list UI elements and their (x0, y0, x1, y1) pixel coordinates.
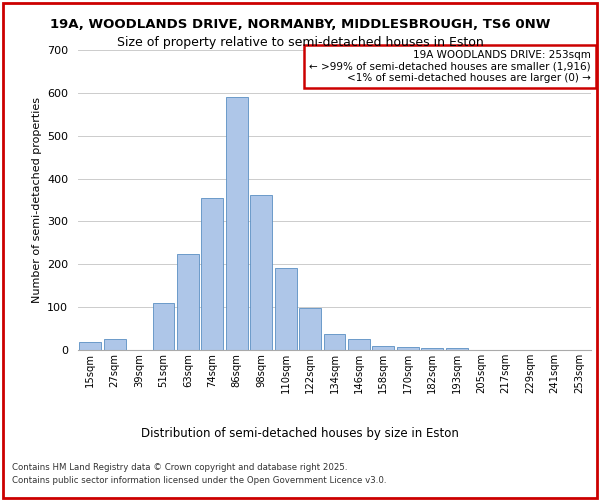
Text: Contains public sector information licensed under the Open Government Licence v3: Contains public sector information licen… (12, 476, 386, 485)
Text: 19A WOODLANDS DRIVE: 253sqm
← >99% of semi-detached houses are smaller (1,916)
<: 19A WOODLANDS DRIVE: 253sqm ← >99% of se… (310, 50, 591, 83)
Text: Contains HM Land Registry data © Crown copyright and database right 2025.: Contains HM Land Registry data © Crown c… (12, 462, 347, 471)
Bar (202, 198, 223, 350)
Text: 19A, WOODLANDS DRIVE, NORMANBY, MIDDLESBROUGH, TS6 0NW: 19A, WOODLANDS DRIVE, NORMANBY, MIDDLESB… (50, 18, 550, 30)
Bar (421, 348, 443, 350)
Bar (226, 97, 248, 350)
Bar (177, 254, 199, 350)
Bar (446, 348, 467, 350)
Bar (79, 342, 101, 350)
Bar (348, 340, 370, 350)
Bar (152, 303, 175, 350)
Bar (250, 195, 272, 350)
Bar (397, 347, 419, 350)
Text: Size of property relative to semi-detached houses in Eston: Size of property relative to semi-detach… (116, 36, 484, 49)
Text: Distribution of semi-detached houses by size in Eston: Distribution of semi-detached houses by … (141, 428, 459, 440)
Y-axis label: Number of semi-detached properties: Number of semi-detached properties (32, 97, 41, 303)
Bar (275, 268, 296, 350)
Bar (299, 308, 321, 350)
Bar (373, 346, 394, 350)
Bar (323, 334, 346, 350)
Bar (104, 340, 125, 350)
